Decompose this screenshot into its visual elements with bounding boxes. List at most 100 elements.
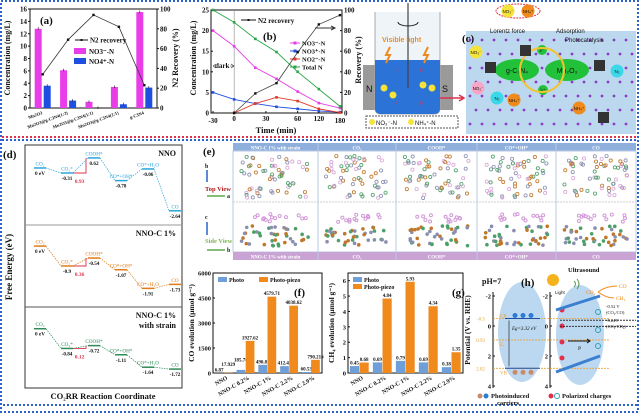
header-row-top <box>233 143 636 151</box>
atom <box>251 156 256 161</box>
bar <box>236 369 246 373</box>
atom <box>597 242 602 247</box>
atom <box>582 80 586 84</box>
atom <box>453 168 458 173</box>
atom <box>352 241 357 246</box>
data-label: 4038.62 <box>286 301 303 306</box>
cation-icon <box>408 119 414 125</box>
y-tick-label: -2 <box>543 294 548 301</box>
atom <box>383 179 388 184</box>
atom <box>455 225 460 230</box>
y-axis-label: Potential (V vs. RHE) <box>463 295 472 365</box>
anion-icon <box>389 91 397 99</box>
atom <box>421 226 425 231</box>
atom <box>563 240 568 245</box>
cation-icon <box>380 84 388 92</box>
data-point <box>338 106 342 110</box>
atom <box>356 243 361 247</box>
vb-value: 2.82 <box>476 367 485 372</box>
polarized-charge-icon <box>548 393 554 399</box>
y-tick-label: 16 <box>20 6 28 14</box>
data-point <box>232 111 236 115</box>
atom <box>432 172 437 177</box>
atom <box>300 216 305 221</box>
atom <box>371 225 376 230</box>
y-axis-label: Free Energy (eV) <box>4 234 14 300</box>
bar <box>267 296 277 373</box>
connector <box>99 257 116 271</box>
atom <box>443 160 448 165</box>
ef-value: 0.93 <box>476 339 485 344</box>
atom <box>552 38 556 42</box>
atom <box>579 187 584 192</box>
bar <box>311 359 320 373</box>
legend-label: NO3⁻-N <box>89 48 114 56</box>
atom <box>623 164 628 169</box>
legend-marker <box>80 39 83 41</box>
atom <box>347 192 352 197</box>
atom <box>574 229 579 234</box>
atom <box>422 192 427 197</box>
atom <box>339 175 344 180</box>
atom <box>589 231 594 236</box>
atom <box>376 155 381 160</box>
atom <box>534 108 538 112</box>
data-point <box>317 101 321 105</box>
atom <box>562 228 567 232</box>
atom <box>500 212 505 217</box>
bar <box>289 305 299 373</box>
atom <box>609 212 614 217</box>
y-axis-label: Concentration (mg/L) <box>189 20 198 95</box>
no3-icon <box>469 45 483 59</box>
potential-label: -0.52 V <box>606 304 620 309</box>
atom <box>428 219 433 224</box>
ph-label: pH=7 <box>482 277 501 286</box>
atom <box>570 170 575 175</box>
no3-label: NO₃⁻ <box>471 50 483 55</box>
atom <box>285 165 290 170</box>
atom <box>257 231 262 235</box>
y2-tick-label: 20 <box>160 85 168 93</box>
atom <box>421 214 426 219</box>
atom <box>303 194 308 199</box>
atom <box>588 66 592 70</box>
atom <box>542 185 547 190</box>
atom <box>408 238 413 243</box>
y-tick-label: 0 <box>545 324 548 331</box>
y2-axis-label: Recovery (%) <box>354 36 363 84</box>
data-point <box>275 81 278 85</box>
atom <box>535 179 540 184</box>
legend-label: carriers <box>497 400 519 407</box>
atom <box>407 179 412 184</box>
connector <box>126 269 143 289</box>
atom <box>591 236 595 241</box>
atom <box>592 154 597 159</box>
atom <box>593 226 597 230</box>
atom <box>334 154 339 159</box>
atom <box>293 242 298 247</box>
x-axis-label: Time (min) <box>256 125 297 135</box>
visible-light-label: Visible light <box>382 37 422 44</box>
column-header: COOH* <box>428 147 446 152</box>
atom <box>574 237 578 241</box>
atom <box>249 186 254 191</box>
atom <box>495 243 499 248</box>
atom <box>379 158 384 163</box>
data-point <box>296 70 299 74</box>
no2-icon <box>471 81 485 95</box>
atom <box>344 168 349 173</box>
atom <box>582 242 587 247</box>
bar <box>69 100 77 108</box>
data-label: 0.69 <box>419 358 428 363</box>
atom <box>250 155 255 160</box>
energy-value: -1.72 <box>170 372 181 378</box>
atom <box>540 168 545 173</box>
ultrasound-icon <box>573 278 580 290</box>
atom <box>498 242 502 246</box>
atom <box>324 174 329 179</box>
atom <box>606 108 610 112</box>
atom <box>588 217 593 222</box>
n2-label: N₂ <box>615 69 620 74</box>
atom <box>244 241 249 246</box>
data-point <box>143 84 146 87</box>
